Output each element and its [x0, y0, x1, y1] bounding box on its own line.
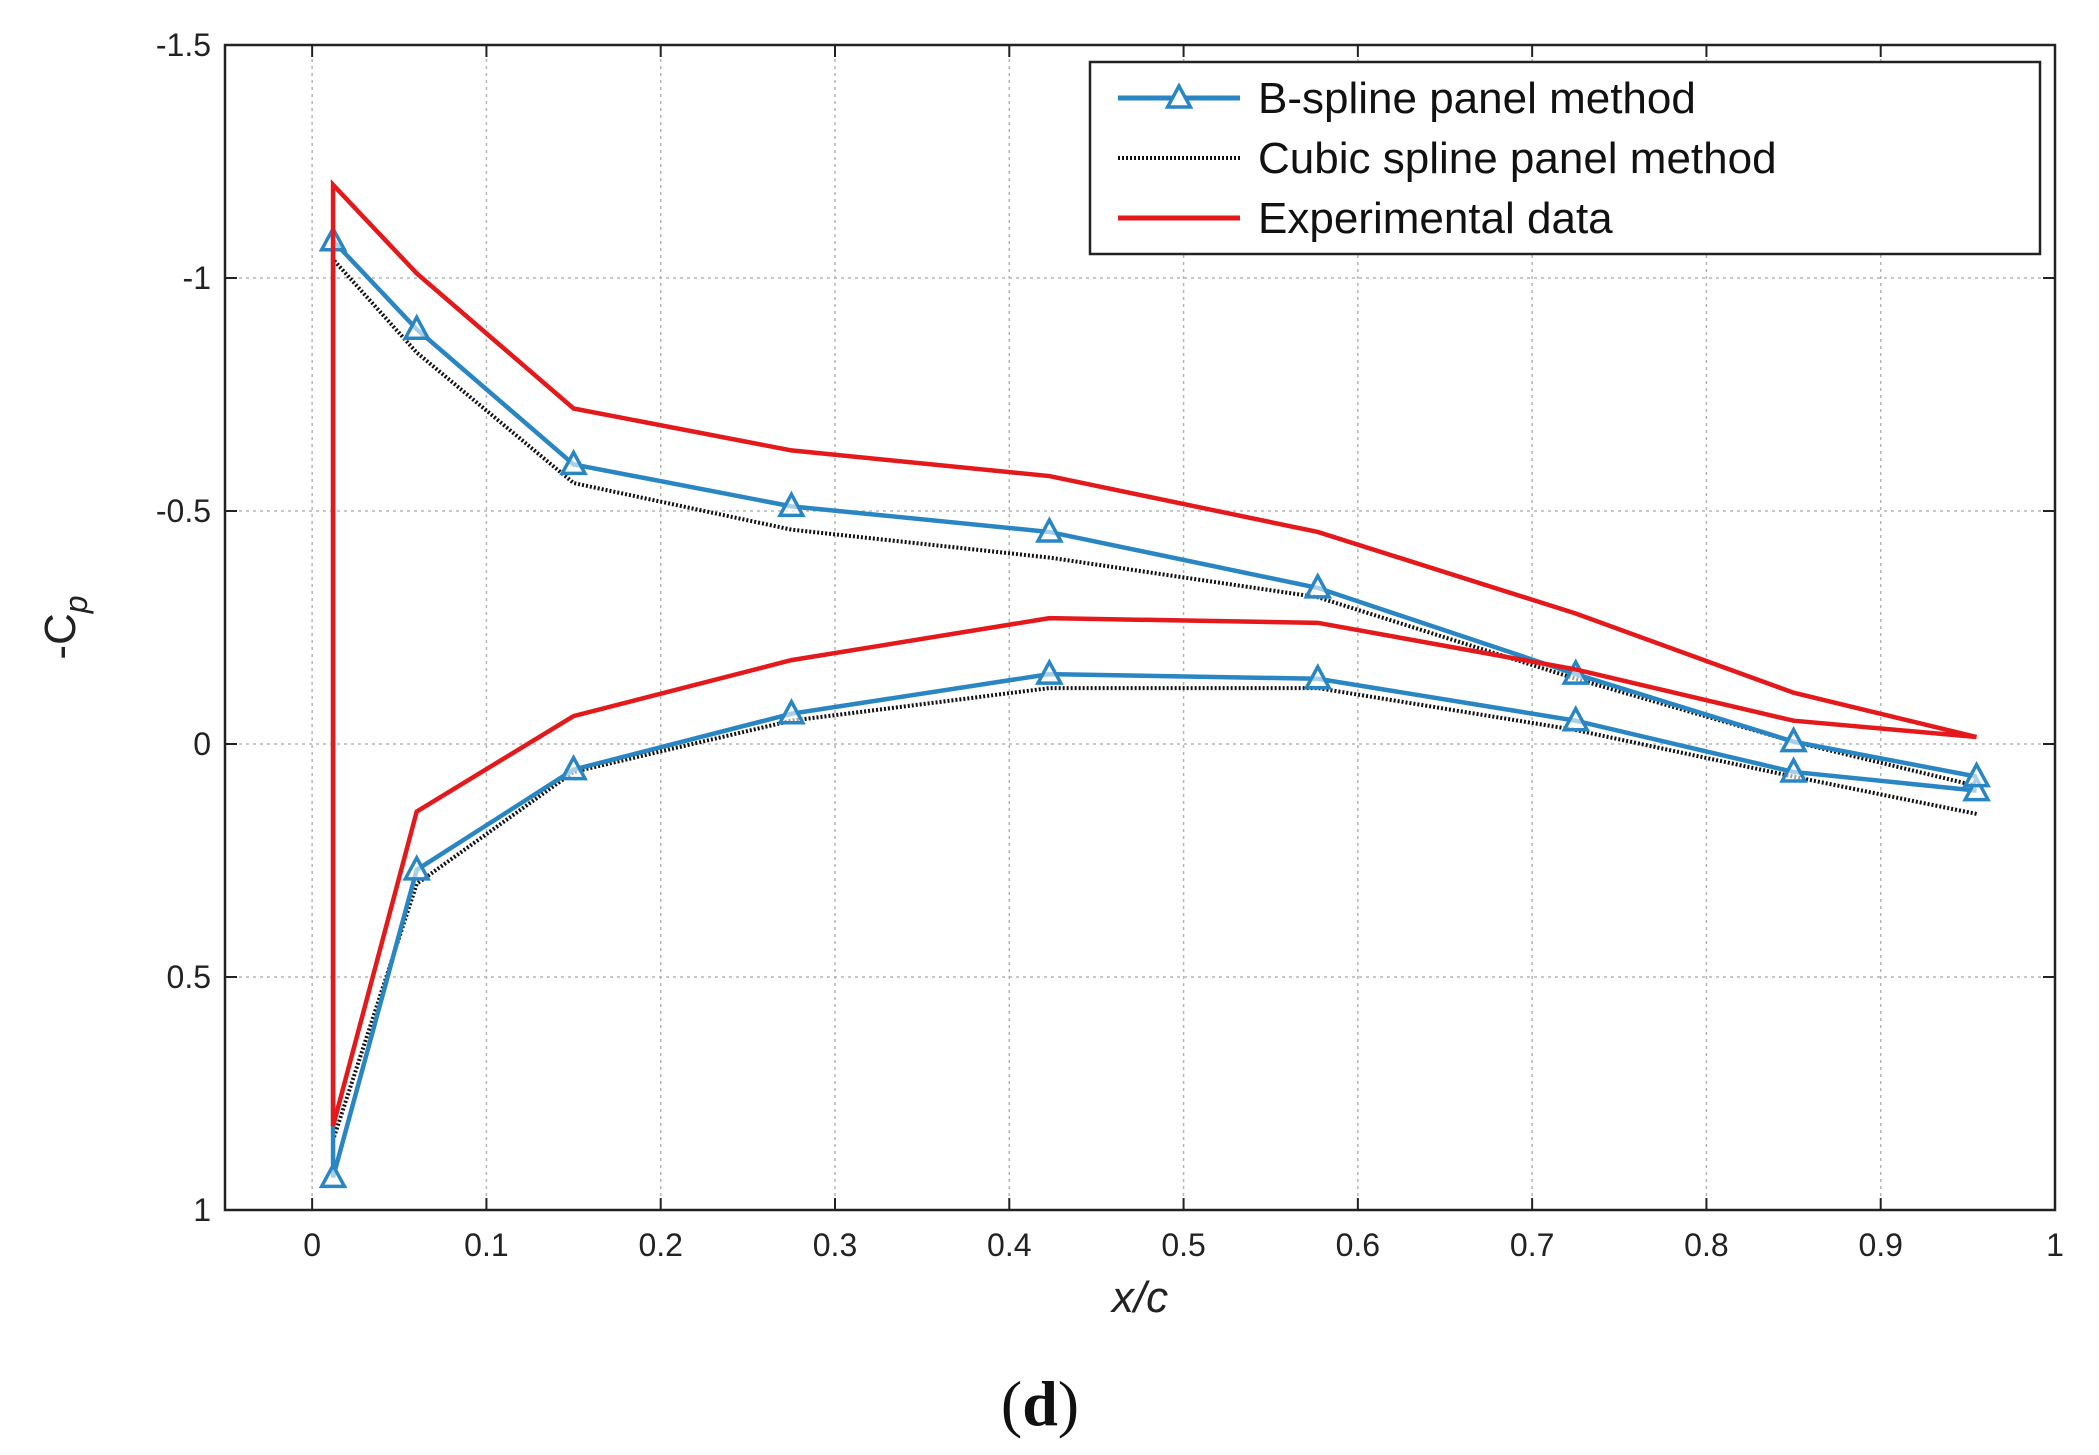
data-point-marker [1962, 774, 1991, 802]
legend-label: Cubic spline panel method [1258, 134, 1777, 183]
data-point-marker [1303, 663, 1333, 690]
data-point-marker [402, 854, 432, 881]
figure-caption: (d) [1001, 1368, 1079, 1439]
x-tick-label: 0.8 [1684, 1227, 1728, 1263]
data-point-marker [1779, 726, 1808, 753]
legend-label: Experimental data [1258, 194, 1613, 243]
data-point-marker [1035, 658, 1064, 685]
legend-label: B-spline panel method [1258, 74, 1696, 123]
legend-entry: Experimental data [1118, 194, 1613, 243]
x-tick-label: 0.5 [1161, 1227, 1205, 1263]
data-point-marker [559, 448, 588, 476]
caption-letter: d [1022, 1368, 1058, 1439]
x-tick-label: 1 [2046, 1227, 2064, 1263]
legend-entry: B-spline panel method [1118, 74, 1696, 123]
y-axis-label: -Cp [36, 595, 94, 659]
y-tick-label: 0 [193, 726, 211, 762]
series [318, 179, 1991, 1189]
caption-close-paren: ) [1058, 1368, 1079, 1439]
data-point-marker [777, 490, 806, 518]
series-line [330, 179, 1978, 1127]
x-tick-label: 0.9 [1858, 1227, 1902, 1263]
data-point-marker [1962, 760, 1991, 788]
data-point-marker [1561, 705, 1591, 732]
y-axis-label-prefix: -C [36, 613, 85, 659]
legend-box [1088, 60, 2042, 256]
y-tick-label: -1 [183, 260, 211, 296]
x-axis-label: x/c [1110, 1273, 1168, 1322]
y-tick-label: 0.5 [167, 959, 211, 995]
x-tick-label: 0 [303, 1227, 321, 1263]
data-point-marker [1779, 756, 1808, 783]
legend-entry: Cubic spline panel method [1118, 134, 1777, 183]
x-tick-label: 0.7 [1510, 1227, 1554, 1263]
caption-open-paren: ( [1001, 1368, 1022, 1439]
legend-entries: B-spline panel method Cubic spline panel … [1118, 74, 1777, 243]
x-tick-label: 0.6 [1336, 1227, 1380, 1263]
data-point-marker [777, 698, 806, 725]
axis-ticks: 0 0.1 0.2 0.3 0.4 0.5 0.6 0.7 0.8 0.9 1 -1.5 -1 -0.5 0… [156, 27, 2064, 1263]
x-tick-label: 0.1 [464, 1227, 508, 1263]
legend: B-spline panel method Cubic spline panel … [1088, 60, 2042, 256]
y-tick-label: -0.5 [156, 493, 211, 529]
y-tick-label: -1.5 [156, 27, 211, 63]
series-2 [330, 179, 1978, 1127]
data-point-marker [1303, 572, 1333, 599]
plot-area [223, 43, 2057, 1212]
data-point-marker [318, 1161, 348, 1189]
y-axis-label-subscript: p [58, 595, 94, 614]
y-tick-label: 1 [193, 1192, 211, 1228]
x-tick-label: 0.4 [987, 1227, 1031, 1263]
data-point-marker [1035, 516, 1064, 543]
legend-marker [1164, 82, 1194, 109]
x-tick-label: 0.2 [638, 1227, 682, 1263]
data-point-marker [559, 753, 588, 781]
data-point-marker [402, 313, 432, 341]
x-tick-label: 0.3 [813, 1227, 857, 1263]
